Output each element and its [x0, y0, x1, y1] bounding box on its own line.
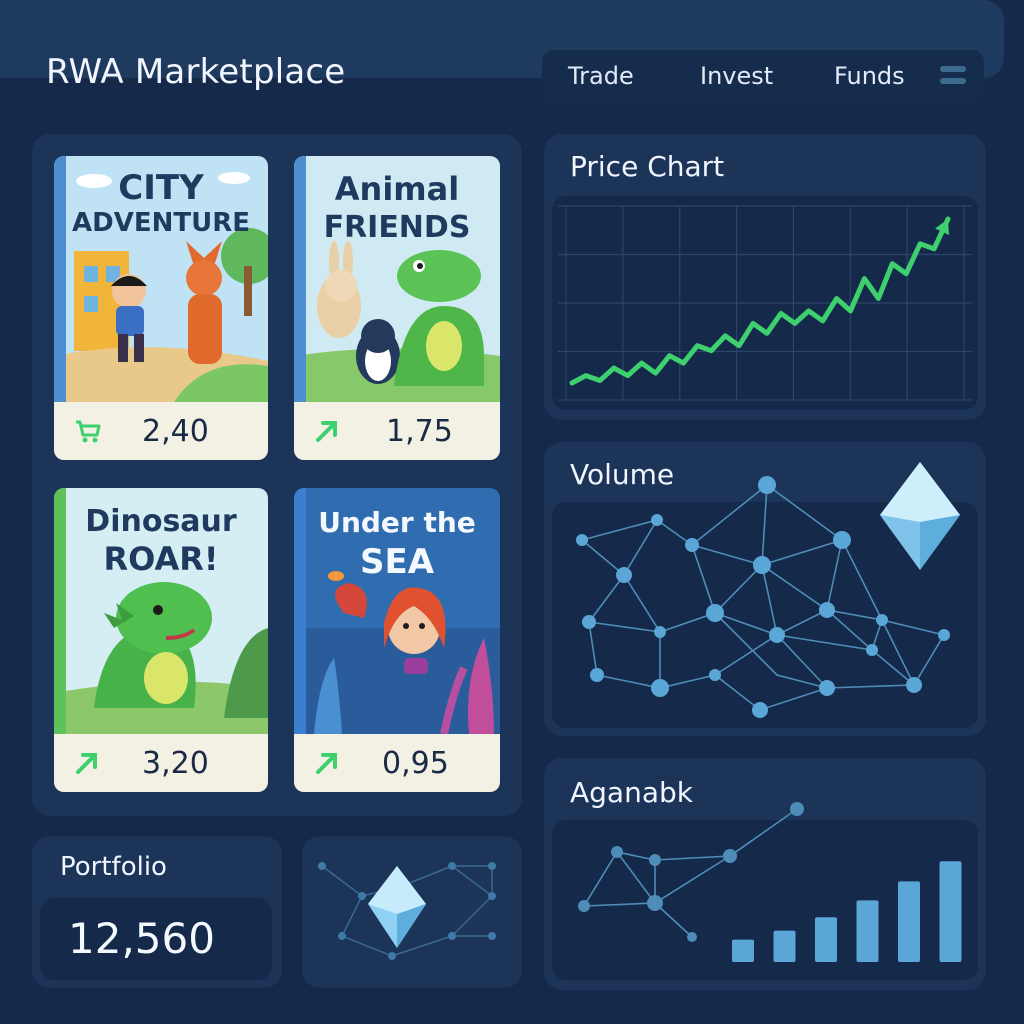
- book-card-under-the-sea[interactable]: Under the SEA 0,95: [294, 488, 500, 792]
- aganabk-bar-chart: [732, 861, 962, 962]
- aganabk-bar: [773, 930, 796, 962]
- price-chart-area: [552, 196, 978, 410]
- book-title-line2: ADVENTURE: [72, 208, 250, 238]
- book-card-dinosaur-roar[interactable]: Dinosaur ROAR! 3,20: [54, 488, 268, 792]
- diamond-icon: [368, 866, 426, 948]
- nav-item-trade[interactable]: Trade: [568, 62, 634, 90]
- book-price-footer: 2,40: [54, 402, 268, 460]
- aganabk-title: Aganabk: [570, 776, 693, 809]
- book-spine: [294, 156, 306, 460]
- network-graph: [318, 862, 496, 960]
- book-price-footer: 1,75: [294, 402, 500, 460]
- nav-bar: [542, 50, 984, 102]
- trend-up-arrow-icon: [76, 753, 97, 774]
- price-chart-title: Price Chart: [570, 150, 725, 183]
- book-title-line1: CITY: [118, 168, 204, 208]
- portfolio-value-box: [40, 898, 272, 980]
- trend-up-arrow-icon: [316, 421, 337, 442]
- price-line-chart: [558, 205, 972, 401]
- book-price-footer: 3,20: [54, 734, 268, 792]
- portfolio-label: Portfolio: [60, 852, 167, 882]
- book-spine: [54, 156, 66, 460]
- book-title-line2: FRIENDS: [323, 210, 471, 245]
- diamond-icon: [880, 462, 960, 570]
- aganabk-bar: [898, 881, 920, 962]
- book-spine: [294, 488, 306, 792]
- book-cover: [294, 156, 500, 402]
- book-title-line2: ROAR!: [103, 540, 219, 578]
- book-price: 3,20: [142, 746, 209, 781]
- aganabk-bar: [732, 939, 754, 962]
- price-arrow-head: [935, 218, 950, 235]
- book-cover: [54, 488, 268, 734]
- book-title-line1: Animal: [334, 170, 460, 208]
- book-cover: [294, 488, 500, 735]
- hamburger-menu-icon[interactable]: [940, 66, 970, 88]
- book-title-line2: SEA: [359, 542, 435, 582]
- book-price-footer: 0,95: [294, 734, 500, 792]
- book-card-city-adventure[interactable]: CITY ADVENTURE 2,40: [54, 156, 268, 460]
- aganabk-bar: [815, 917, 837, 962]
- app-title: RWA Marketplace: [46, 52, 346, 92]
- book-price: 1,75: [386, 414, 453, 449]
- nav-item-invest[interactable]: Invest: [700, 62, 774, 90]
- book-title-line1: Under the: [318, 506, 476, 539]
- portfolio-value: 12,560: [68, 914, 215, 963]
- aganabk-network-graph: [578, 839, 752, 942]
- book-price: 2,40: [142, 414, 209, 449]
- nav-item-funds[interactable]: Funds: [834, 62, 905, 90]
- cart-icon: [76, 420, 101, 443]
- book-card-animal-friends[interactable]: Animal FRIENDS 1,75: [294, 156, 500, 460]
- price-series-line: [569, 216, 951, 386]
- aganabk-extra-links: [729, 802, 804, 857]
- book-cover: [54, 156, 268, 402]
- book-price: 0,95: [382, 746, 449, 781]
- crystal-network-panel: [302, 836, 522, 988]
- aganabk-bar: [939, 861, 962, 962]
- trend-up-arrow-icon: [316, 753, 337, 774]
- volume-network-graph: [576, 476, 950, 718]
- aganabk-bar: [856, 900, 879, 962]
- book-title-line1: Dinosaur: [85, 504, 237, 539]
- book-spine: [54, 488, 66, 792]
- volume-title: Volume: [570, 458, 675, 491]
